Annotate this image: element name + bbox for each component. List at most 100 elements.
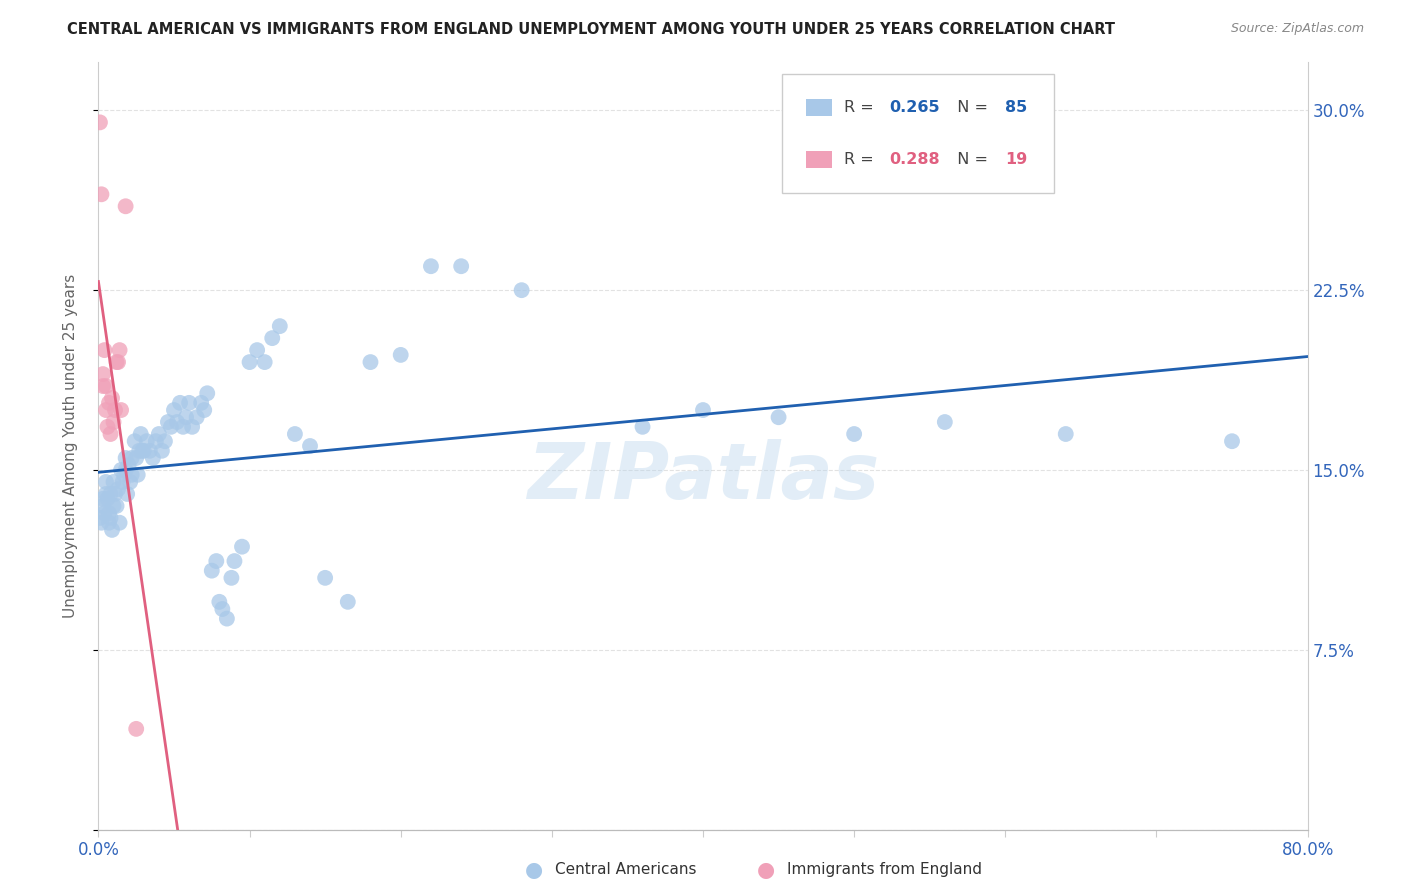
Point bbox=[98, 516, 121, 530]
Point bbox=[360, 355, 382, 369]
Text: R =: R = bbox=[845, 100, 879, 115]
Y-axis label: Unemployment Among Youth under 25 years: Unemployment Among Youth under 25 years bbox=[63, 274, 77, 618]
Text: ●: ● bbox=[526, 860, 543, 880]
Point bbox=[96, 419, 118, 434]
Point bbox=[91, 491, 114, 506]
Point bbox=[115, 487, 138, 501]
Point bbox=[181, 419, 204, 434]
Point bbox=[163, 403, 186, 417]
Point bbox=[94, 487, 117, 501]
Point bbox=[336, 595, 359, 609]
Point bbox=[224, 554, 246, 568]
Point bbox=[153, 434, 176, 449]
Point bbox=[262, 331, 284, 345]
Text: R =: R = bbox=[845, 152, 879, 167]
Point bbox=[94, 475, 117, 489]
Point bbox=[90, 516, 112, 530]
Point bbox=[125, 450, 148, 465]
Point bbox=[105, 499, 128, 513]
Point bbox=[692, 403, 714, 417]
Point bbox=[94, 403, 117, 417]
Point bbox=[193, 403, 215, 417]
Bar bbox=[806, 99, 832, 116]
Point bbox=[172, 419, 194, 434]
Text: Central Americans: Central Americans bbox=[555, 863, 697, 877]
Point bbox=[101, 523, 124, 537]
Point bbox=[111, 475, 134, 489]
Point bbox=[150, 443, 173, 458]
Point bbox=[91, 499, 114, 513]
Point bbox=[103, 475, 125, 489]
Point bbox=[190, 396, 212, 410]
Point bbox=[148, 427, 170, 442]
Point bbox=[110, 463, 132, 477]
Point bbox=[104, 487, 127, 501]
Point bbox=[94, 379, 117, 393]
Point bbox=[104, 403, 127, 417]
Point bbox=[201, 564, 224, 578]
Point bbox=[127, 467, 149, 482]
Point bbox=[90, 187, 112, 202]
Point bbox=[132, 443, 155, 458]
Point bbox=[89, 115, 111, 129]
Point bbox=[98, 506, 121, 520]
Point bbox=[139, 443, 162, 458]
FancyBboxPatch shape bbox=[782, 74, 1053, 193]
Point bbox=[125, 722, 148, 736]
Point bbox=[186, 410, 208, 425]
Point bbox=[118, 458, 141, 473]
Point bbox=[145, 434, 167, 449]
Point bbox=[96, 491, 118, 506]
Point bbox=[128, 443, 150, 458]
Point bbox=[768, 410, 790, 425]
Point bbox=[100, 511, 122, 525]
Point bbox=[98, 396, 121, 410]
Point bbox=[107, 482, 129, 496]
Point bbox=[1220, 434, 1243, 449]
Point bbox=[89, 511, 111, 525]
Point bbox=[114, 463, 136, 477]
Point bbox=[103, 415, 125, 429]
Point bbox=[631, 419, 654, 434]
Text: CENTRAL AMERICAN VS IMMIGRANTS FROM ENGLAND UNEMPLOYMENT AMONG YOUTH UNDER 25 YE: CENTRAL AMERICAN VS IMMIGRANTS FROM ENGL… bbox=[66, 22, 1115, 37]
Point bbox=[91, 379, 114, 393]
Point bbox=[205, 554, 228, 568]
Point bbox=[100, 487, 122, 501]
Point bbox=[208, 595, 231, 609]
Point bbox=[110, 403, 132, 417]
Point bbox=[299, 439, 322, 453]
Point bbox=[510, 283, 533, 297]
Point bbox=[142, 450, 165, 465]
Text: N =: N = bbox=[948, 100, 994, 115]
Point bbox=[105, 355, 128, 369]
Point bbox=[195, 386, 218, 401]
Point bbox=[114, 450, 136, 465]
Point bbox=[108, 516, 131, 530]
Point bbox=[179, 396, 201, 410]
Point bbox=[1054, 427, 1077, 442]
Point bbox=[174, 410, 197, 425]
Point bbox=[121, 450, 143, 465]
Point bbox=[231, 540, 253, 554]
Point bbox=[100, 427, 122, 442]
Point bbox=[450, 259, 472, 273]
Point bbox=[420, 259, 443, 273]
Point bbox=[389, 348, 412, 362]
Point bbox=[169, 396, 191, 410]
Text: ZIPatlas: ZIPatlas bbox=[527, 439, 879, 515]
Point bbox=[93, 506, 115, 520]
Text: ●: ● bbox=[758, 860, 775, 880]
Point bbox=[166, 415, 188, 429]
Point bbox=[314, 571, 336, 585]
Point bbox=[124, 434, 146, 449]
Point bbox=[934, 415, 956, 429]
Point bbox=[129, 427, 152, 442]
Point bbox=[135, 434, 157, 449]
Point bbox=[114, 199, 136, 213]
Text: 19: 19 bbox=[1005, 152, 1028, 167]
Point bbox=[253, 355, 276, 369]
Point bbox=[101, 391, 124, 405]
Point bbox=[221, 571, 243, 585]
Text: 85: 85 bbox=[1005, 100, 1028, 115]
Point bbox=[269, 319, 291, 334]
